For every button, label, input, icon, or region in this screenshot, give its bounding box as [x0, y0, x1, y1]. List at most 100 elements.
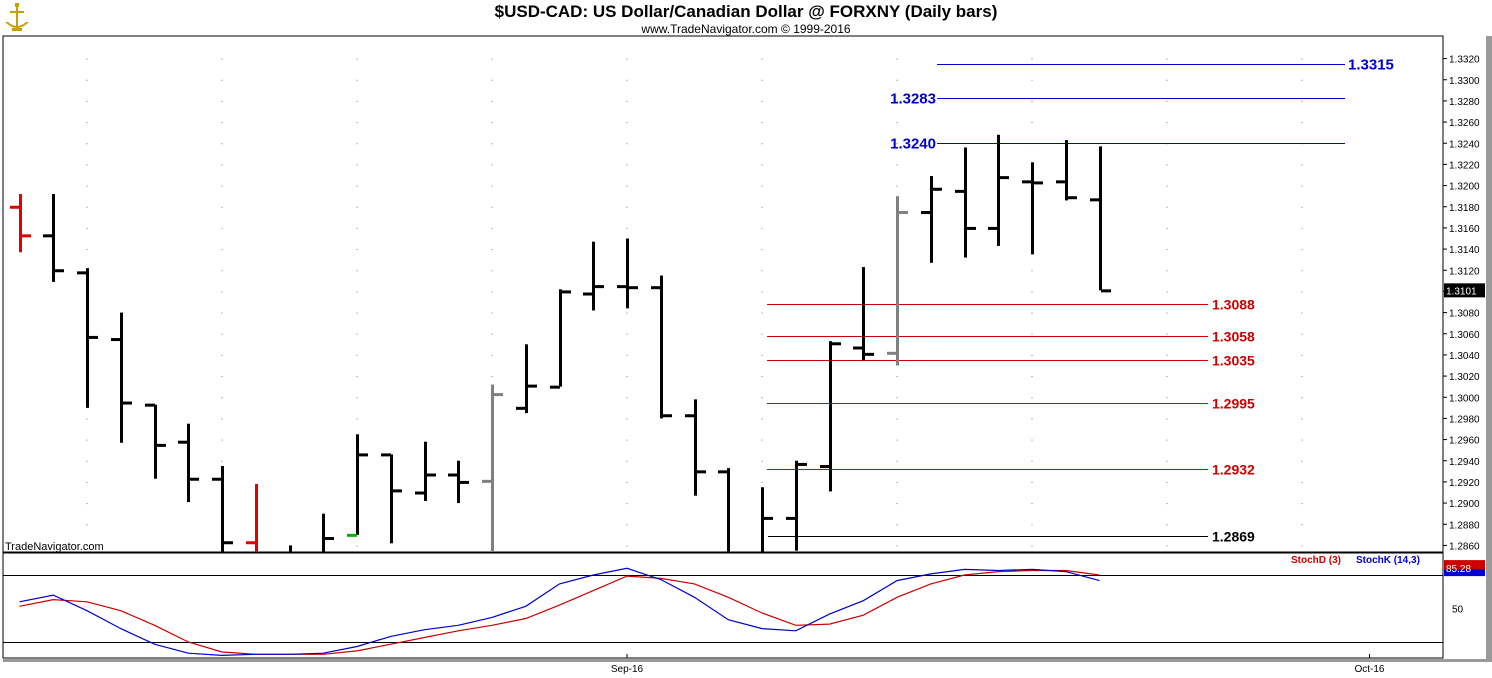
- ohlc-bar: [651, 275, 672, 419]
- ohlc-bar: [921, 176, 942, 263]
- grid-dot: [356, 270, 358, 272]
- grid-dot: [1166, 312, 1168, 314]
- grid-dot: [86, 185, 88, 187]
- grid-dot: [626, 397, 628, 399]
- grid-dot: [1031, 460, 1033, 462]
- bar-range: [626, 238, 629, 309]
- grid-dot: [491, 143, 493, 145]
- chart-title: $USD-CAD: US Dollar/Canadian Dollar @ FO…: [494, 2, 998, 21]
- stoch-last-box-k: [1444, 569, 1485, 577]
- grid-dot: [626, 206, 628, 208]
- grid-dot: [356, 376, 358, 378]
- grid-dot: [1166, 58, 1168, 60]
- grid-dot: [761, 354, 763, 356]
- grid-dot: [626, 79, 628, 81]
- grid-dot: [86, 100, 88, 102]
- grid-dot: [1166, 185, 1168, 187]
- y-tick-label: 1.3020: [1449, 372, 1480, 383]
- ohlc-bar: [77, 268, 98, 408]
- grid-dot: [221, 185, 223, 187]
- ohlc-bar: [820, 341, 841, 492]
- grid-dot: [491, 333, 493, 335]
- grid-dot: [896, 100, 898, 102]
- grid-dot: [626, 143, 628, 145]
- bar-close-tick: [358, 453, 368, 457]
- grid-dot: [86, 58, 88, 60]
- bar-open-tick: [955, 189, 965, 193]
- grid-dot: [896, 397, 898, 399]
- grid-dot: [86, 439, 88, 441]
- grid-dot: [896, 418, 898, 420]
- bar-range: [187, 423, 190, 503]
- grid-dot: [491, 185, 493, 187]
- bar-open-tick: [718, 470, 728, 474]
- ohlc-bar: [1022, 162, 1043, 255]
- grid-dot: [626, 524, 628, 526]
- grid-dot: [356, 100, 358, 102]
- grid-dot: [761, 143, 763, 145]
- bar-range: [322, 513, 325, 552]
- grid-dot: [221, 376, 223, 378]
- grid-dot: [221, 397, 223, 399]
- y-tick-label: 1.3140: [1449, 245, 1480, 256]
- bar-range: [592, 241, 595, 311]
- grid-dot: [491, 58, 493, 60]
- bar-open-tick: [786, 516, 796, 520]
- bar-range: [829, 341, 832, 492]
- bar-open-tick: [111, 338, 121, 342]
- grid-dot: [221, 206, 223, 208]
- grid-dot: [221, 333, 223, 335]
- x-tick-label: Sep-16: [611, 664, 644, 675]
- last-price-box: [1444, 283, 1485, 298]
- grid-dot: [1031, 354, 1033, 356]
- bar-range: [559, 289, 562, 387]
- grid-dot: [221, 354, 223, 356]
- ohlc-bar: [685, 399, 706, 496]
- ohlc-bar: [347, 434, 368, 537]
- grid-dot: [1301, 397, 1303, 399]
- bar-range: [694, 399, 697, 496]
- y-tick-label: 1.3300: [1449, 76, 1480, 87]
- grid-dot: [626, 185, 628, 187]
- resistance-label: 1.3315: [1348, 57, 1394, 74]
- grid-dot: [1301, 439, 1303, 441]
- grid-dot: [356, 333, 358, 335]
- grid-dot: [86, 79, 88, 81]
- bar-open-tick: [145, 403, 155, 407]
- bar-close-tick: [1033, 181, 1043, 185]
- ohlc-bar: [482, 384, 503, 552]
- bar-open-tick: [448, 473, 458, 477]
- ohlc-bar: [988, 134, 1009, 246]
- bar-open-tick: [921, 211, 931, 215]
- ohlc-bar: [1090, 146, 1111, 293]
- grid-dot: [626, 227, 628, 229]
- grid-dot: [626, 460, 628, 462]
- grid-dot: [761, 100, 763, 102]
- grid-dot: [1166, 270, 1168, 272]
- grid-dot: [221, 58, 223, 60]
- bar-range: [896, 196, 899, 366]
- bar-open-tick: [988, 226, 998, 230]
- grid-dot: [1031, 545, 1033, 547]
- stoch-k-legend: StochK (14,3): [1356, 555, 1420, 566]
- grid-dot: [86, 460, 88, 462]
- bar-close-tick: [1067, 196, 1077, 200]
- grid-dot: [761, 333, 763, 335]
- grid-dot: [356, 79, 358, 81]
- grid-dot: [1031, 481, 1033, 483]
- bar-range: [457, 460, 460, 504]
- grid-dot: [1031, 418, 1033, 420]
- grid-dot: [1301, 333, 1303, 335]
- grid-dot: [761, 418, 763, 420]
- ohlc-bar: [10, 194, 31, 253]
- grid-dot: [491, 79, 493, 81]
- grid-dot: [1031, 439, 1033, 441]
- axis-shadow: [1486, 36, 1492, 662]
- grid-dot: [1166, 376, 1168, 378]
- grid-dot: [1166, 418, 1168, 420]
- grid-dot: [626, 418, 628, 420]
- grid-dot: [1301, 376, 1303, 378]
- bar-close-tick: [898, 211, 908, 215]
- grid-dot: [1301, 418, 1303, 420]
